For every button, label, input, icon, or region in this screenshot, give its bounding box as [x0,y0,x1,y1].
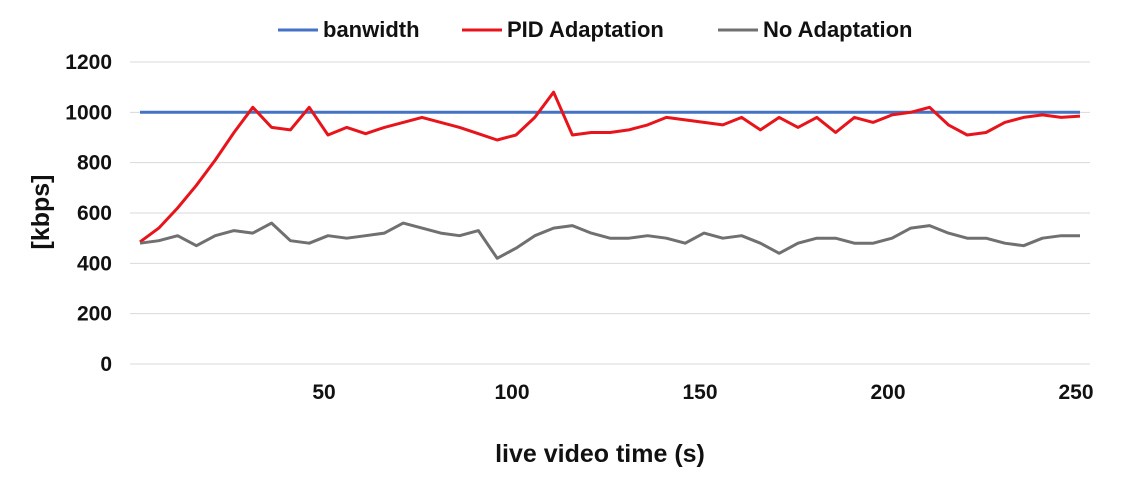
y-tick-labels: 0 200 400 600 800 1000 1200 [65,51,112,376]
y-tick-label: 1200 [65,51,112,74]
x-tick-label: 150 [682,381,717,404]
x-axis-title: live video time (s) [495,440,705,468]
legend-label: PID Adaptation [507,17,664,42]
y-tick-label: 0 [100,353,112,376]
legend: banwidth PID Adaptation No Adaptation [278,17,913,42]
x-tick-label: 100 [494,381,529,404]
x-tick-label: 250 [1058,381,1093,404]
y-tick-label: 800 [77,152,112,175]
y-tick-label: 400 [77,252,112,275]
no-adaptation-line [139,221,1080,260]
y-tick-label: 600 [77,202,112,225]
x-tick-label: 200 [870,381,905,404]
gridlines [130,61,1090,365]
y-tick-label: 1000 [65,101,112,124]
y-axis-title: [kbps] [27,175,55,250]
legend-label: No Adaptation [763,17,913,42]
series-lines [139,90,1081,260]
x-tick-label: 50 [312,381,335,404]
legend-label: banwidth [323,17,420,42]
pid-adaptation-line [139,90,1081,244]
y-tick-label: 200 [77,303,112,326]
x-tick-labels: 50 100 150 200 250 [312,381,1093,404]
